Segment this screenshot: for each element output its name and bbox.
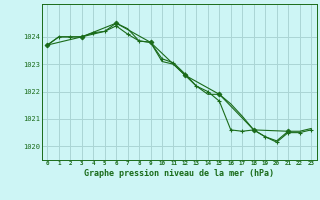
X-axis label: Graphe pression niveau de la mer (hPa): Graphe pression niveau de la mer (hPa) xyxy=(84,169,274,178)
